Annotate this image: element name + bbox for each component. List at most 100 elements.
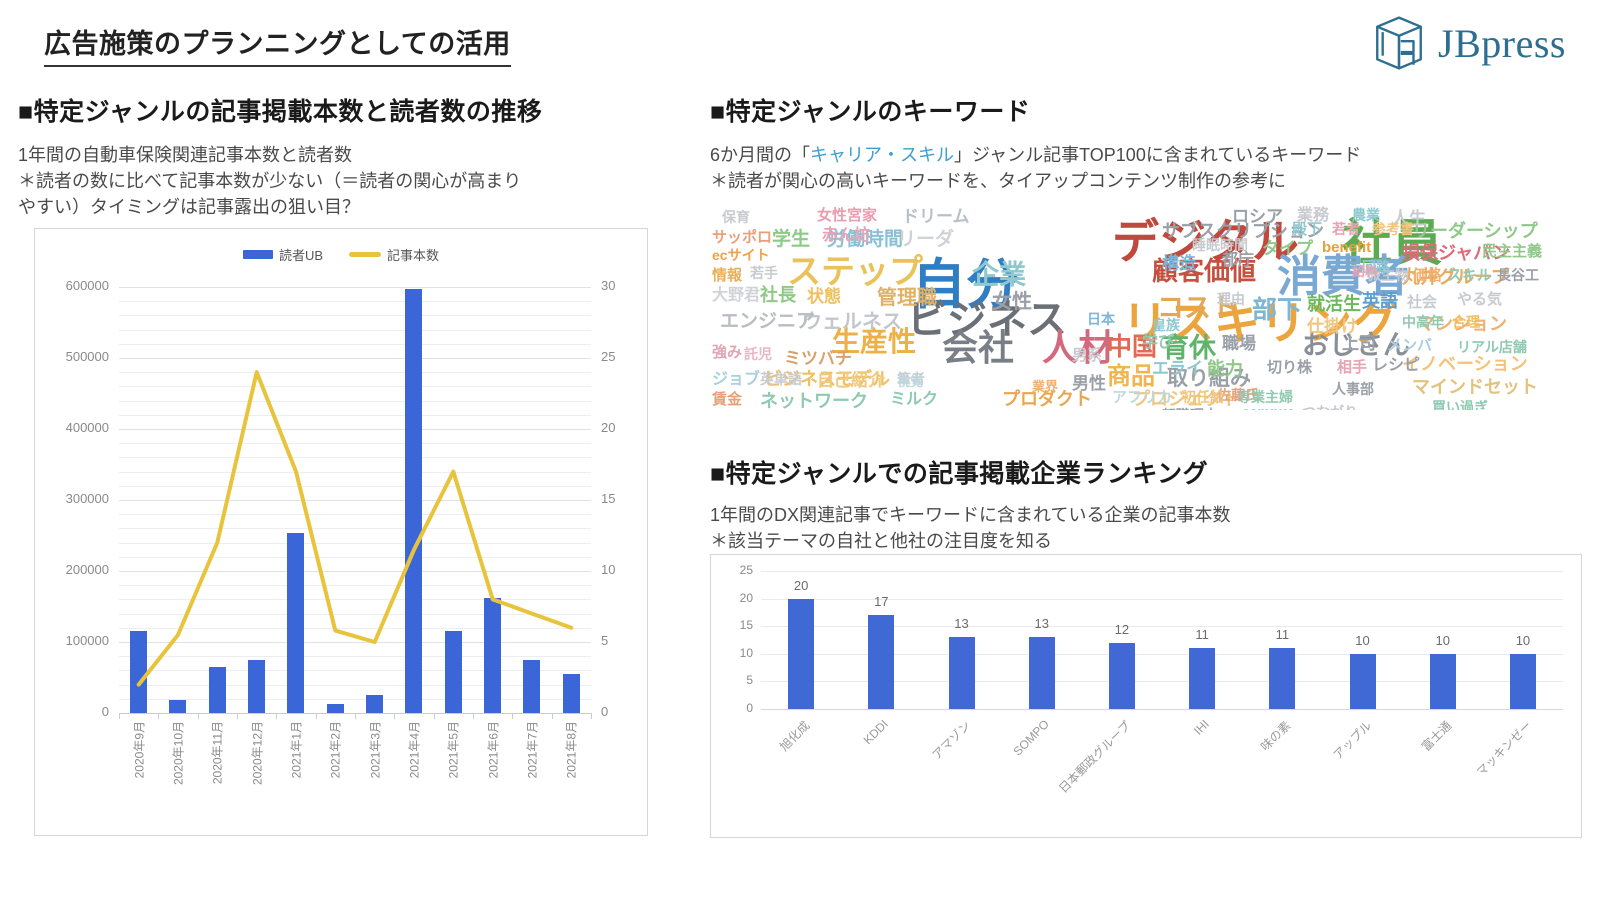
trend-x-axis [119,713,592,719]
wordcloud-word: 回路 [1362,259,1390,275]
wordcloud-word: 睡眠時間 [1192,237,1248,253]
bar-slot: 11 [1242,571,1322,709]
wordcloud-word: サッポロ [712,229,773,246]
x-axis-label: 2021年3月 [368,721,383,779]
y-axis-tick: 5 [746,673,753,688]
gridline [119,287,591,288]
wordcloud-word: 赤ん坊 [822,227,871,244]
bar [1429,653,1456,709]
bar [405,289,423,713]
x-axis-label: 2021年4月 [407,721,422,779]
x-axis-label: 2021年2月 [328,721,343,779]
bar [562,673,580,713]
x-axis-label: 2021年8月 [564,721,579,779]
ranking-chart-panel: 0 5 10 15 20 25 20 17 13 13 12 11 11 10 10 10 旭化成 KDDI アマ… [710,554,1582,838]
wordcloud-word: 中高年 [1402,314,1444,330]
gridline [761,571,1563,572]
y-axis-tick-right: 20 [601,420,616,435]
gridline [119,670,591,672]
wordcloud-word: 社員 [1342,215,1442,271]
bar-slot [119,287,158,713]
wordcloud-word: 大野君 [712,287,761,304]
wordcloud-word: やる気 [1457,291,1503,308]
bar [1349,653,1376,709]
x-tick-mark [315,713,317,719]
wordcloud-word: 長谷工 [1497,267,1539,283]
gridline [761,598,1563,600]
x-tick-mark [119,713,120,719]
wordcloud-word: 損保ジャパン [1402,243,1510,263]
y-axis-tick-right: 10 [601,562,616,577]
keywords-section: ■特定ジャンルのキーワード 6か月間の「キャリア・スキル」ジャンル記事TOP10… [710,92,1582,194]
wordcloud-word: 業界 [1032,379,1059,394]
bar [208,666,226,713]
gridline [119,528,591,530]
gridline [119,684,591,686]
wordcloud-word: 仕掛け [1307,317,1358,336]
wordcloud-word: 筆者 [897,371,925,387]
ranking-sub-line1: 1年間のDX関連記事でキーワードに含まれている企業の記事本数 [710,505,1231,525]
wordcloud-word: プロダクト [1002,389,1092,409]
y-axis-tick-left: 200000 [65,562,109,577]
x-tick-mark [237,713,238,719]
y-axis-tick-left: 600000 [65,278,109,293]
gridline [119,556,591,558]
wordcloud-word: 社長 [760,285,796,305]
legend-line-label: 記事本数 [387,248,440,263]
gridline [119,571,591,572]
gridline [119,642,591,643]
wordcloud-word: 給料 [1352,264,1379,279]
bar [788,598,815,709]
bar [444,631,462,713]
wordcloud-word: 能力 [1207,359,1243,379]
x-label-slot: 2020年10月 [158,719,197,835]
ranking-heading: ■特定ジャンルでの記事掲載企業ランキング [710,460,1209,488]
bar-series [119,287,591,713]
y-axis-tick-right: 0 [601,704,609,719]
bar [366,695,384,713]
y-axis-tick-left: 100000 [65,633,109,648]
wordcloud-word: プロジェクト [1132,389,1240,409]
gridline [119,443,591,445]
keywords-sub-line2: ＊読者が関心の高いキーワードを、タイアップコンテンツ制作の参考に [710,171,1286,192]
wordcloud-word: 理由 [1217,291,1245,307]
keywords-sub-prefix: 6か月間の「 [710,145,811,165]
y-axis-tick: 10 [739,645,753,660]
wordcloud-word: 農業 [1352,207,1380,223]
wordcloud-word: エンジニア [720,311,816,332]
bar-slot: 13 [1002,571,1082,709]
jbpress-cube-icon [1370,14,1428,72]
x-axis-label: 2020年9月 [132,721,147,779]
wordcloud-word: コスト [1157,293,1238,323]
bar-slot [316,287,355,713]
wordcloud-word: 皇族 [1152,317,1180,333]
keyword-wordcloud: デジタル 自分 社員 リスキリング 消費者 ビジネス ステップ 会社 人材 顧客価値 企業 コスト 生産… [712,200,1584,411]
x-axis-label: 2020年10月 [171,721,186,786]
wordcloud-word: 労働時間 [827,229,904,250]
keywords-sub-highlight: キャリア・スキル [810,145,955,165]
wordcloud-word: 男系 [1072,347,1103,364]
wordcloud-word: 女性 [992,291,1032,313]
wordcloud-word: 上司 [1342,334,1376,353]
gridline [119,471,591,473]
trend-chart-legend: 読者UB 記事本数 [35,245,647,264]
bar-slot: 13 [921,571,1001,709]
x-label-slot: KDDI [841,713,921,837]
bar-slot [512,287,551,713]
bar [1509,653,1536,709]
x-tick-mark [276,713,278,719]
bar-slot: 10 [1403,571,1483,709]
y-axis-tick-left: 400000 [65,420,109,435]
wordcloud-word: ecサイト [712,247,770,263]
wordcloud-word: 状態 [807,287,841,306]
bar [169,700,187,713]
wordcloud-word: エライ [1152,359,1203,378]
wordcloud-word: ミルク [890,391,939,408]
y-axis-tick: 0 [746,701,753,715]
trend-chart-panel: 読者UB 記事本数 0 100000 200000 300000 400000 50000… [34,228,648,836]
wordcloud-word: 佐藤氏 [1217,387,1259,403]
wordcloud-word: 男性 [1072,374,1106,393]
wordcloud-word: 自己紹介 [817,371,885,390]
bar-value-label: 10 [1355,632,1370,648]
y-axis-tick-right: 30 [601,278,616,293]
